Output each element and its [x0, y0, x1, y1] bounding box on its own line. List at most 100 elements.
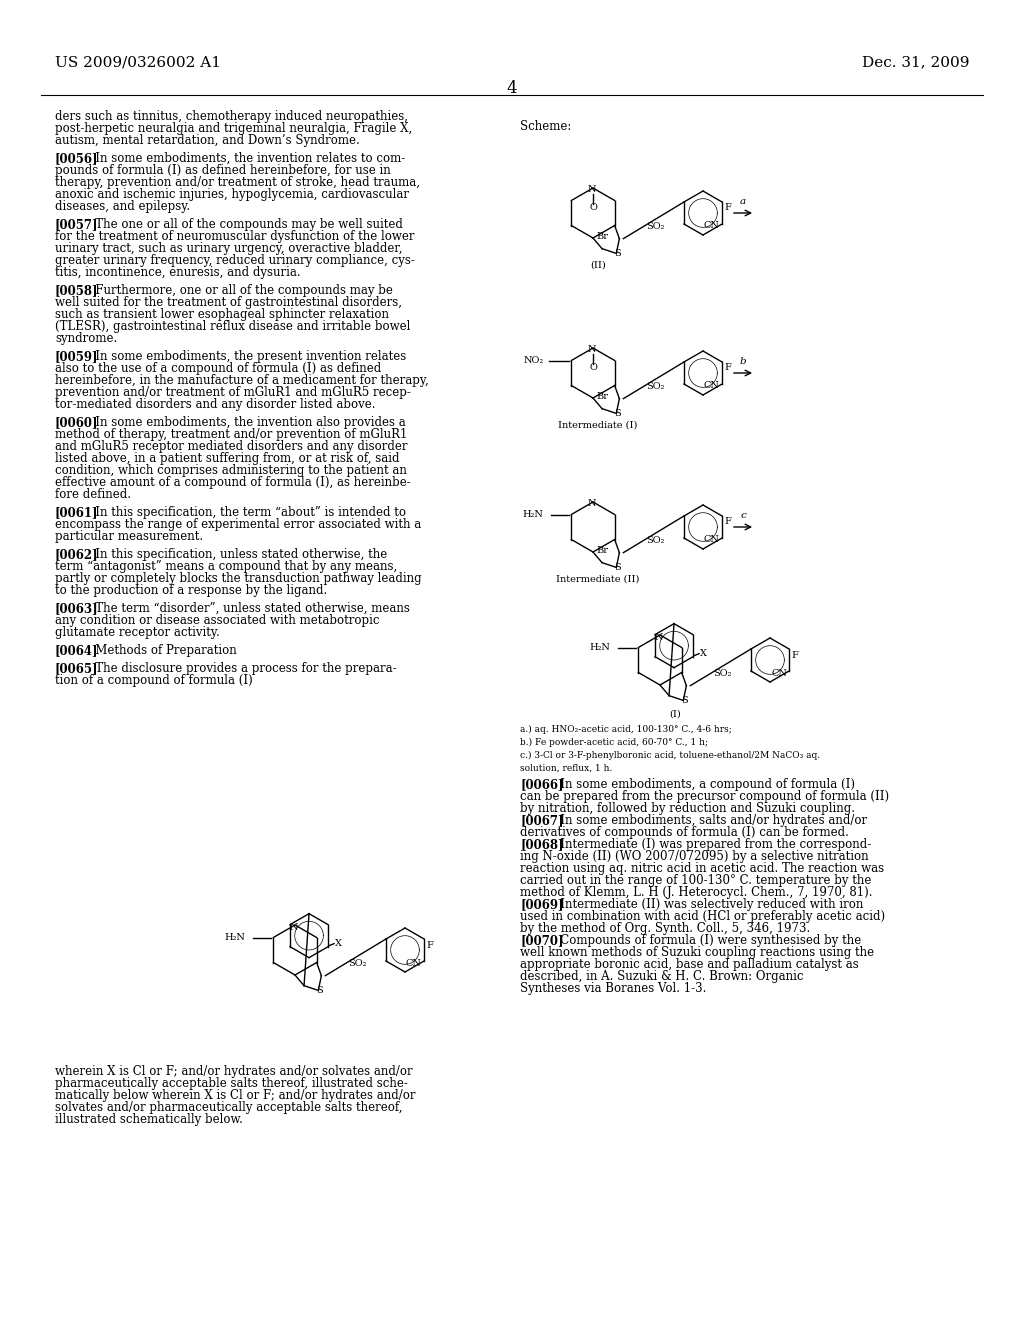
- Text: In this specification, unless stated otherwise, the: In this specification, unless stated oth…: [84, 548, 387, 561]
- Text: glutamate receptor activity.: glutamate receptor activity.: [55, 626, 220, 639]
- Text: pharmaceutically acceptable salts thereof, illustrated sche-: pharmaceutically acceptable salts thereo…: [55, 1077, 408, 1090]
- Text: well known methods of Suzuki coupling reactions using the: well known methods of Suzuki coupling re…: [520, 946, 874, 960]
- Text: method of therapy, treatment and/or prevention of mGluR1: method of therapy, treatment and/or prev…: [55, 428, 408, 441]
- Text: US 2009/0326002 A1: US 2009/0326002 A1: [55, 55, 221, 69]
- Text: X: X: [700, 649, 708, 659]
- Text: S: S: [316, 986, 323, 995]
- Text: solvates and/or pharmaceutically acceptable salts thereof,: solvates and/or pharmaceutically accepta…: [55, 1101, 402, 1114]
- Text: greater urinary frequency, reduced urinary compliance, cys-: greater urinary frequency, reduced urina…: [55, 253, 415, 267]
- Text: therapy, prevention and/or treatment of stroke, head trauma,: therapy, prevention and/or treatment of …: [55, 176, 420, 189]
- Text: The term “disorder”, unless stated otherwise, means: The term “disorder”, unless stated other…: [84, 602, 410, 615]
- Text: illustrated schematically below.: illustrated schematically below.: [55, 1113, 243, 1126]
- Text: anoxic and ischemic injuries, hypoglycemia, cardiovascular: anoxic and ischemic injuries, hypoglycem…: [55, 187, 409, 201]
- Text: described, in A. Suzuki & H. C. Brown: Organic: described, in A. Suzuki & H. C. Brown: O…: [520, 970, 804, 983]
- Text: F: F: [426, 940, 433, 949]
- Text: Scheme:: Scheme:: [520, 120, 571, 133]
- Text: [0069]: [0069]: [520, 898, 563, 911]
- Text: N: N: [588, 186, 596, 194]
- Text: carried out in the range of 100-130° C. temperature by the: carried out in the range of 100-130° C. …: [520, 874, 871, 887]
- Text: O: O: [589, 203, 597, 213]
- Text: [0058]: [0058]: [55, 284, 98, 297]
- Text: syndrome.: syndrome.: [55, 333, 118, 345]
- Text: S: S: [614, 562, 621, 572]
- Text: well suited for the treatment of gastrointestinal disorders,: well suited for the treatment of gastroi…: [55, 296, 402, 309]
- Text: urinary tract, such as urinary urgency, overactive bladder,: urinary tract, such as urinary urgency, …: [55, 242, 402, 255]
- Text: can be prepared from the precursor compound of formula (II): can be prepared from the precursor compo…: [520, 789, 889, 803]
- Text: 4: 4: [507, 81, 517, 96]
- Text: term “antagonist” means a compound that by any means,: term “antagonist” means a compound that …: [55, 560, 397, 573]
- Text: [0068]: [0068]: [520, 838, 563, 851]
- Text: titis, incontinence, enuresis, and dysuria.: titis, incontinence, enuresis, and dysur…: [55, 267, 301, 279]
- Text: ing N-oxide (II) (WO 2007/072095) by a selective nitration: ing N-oxide (II) (WO 2007/072095) by a s…: [520, 850, 868, 863]
- Text: diseases, and epilepsy.: diseases, and epilepsy.: [55, 201, 190, 213]
- Text: H₂N: H₂N: [224, 933, 246, 942]
- Text: [0065]: [0065]: [55, 663, 98, 675]
- Text: In some embodiments, the invention relates to com-: In some embodiments, the invention relat…: [84, 152, 406, 165]
- Text: S: S: [614, 409, 621, 418]
- Text: [0070]: [0070]: [520, 935, 563, 946]
- Text: (II): (II): [590, 261, 606, 271]
- Text: N: N: [290, 923, 298, 932]
- Text: Compounds of formula (I) were synthesised by the: Compounds of formula (I) were synthesise…: [549, 935, 861, 946]
- Text: [0060]: [0060]: [55, 416, 98, 429]
- Text: [0056]: [0056]: [55, 152, 98, 165]
- Text: used in combination with acid (HCl or preferably acetic acid): used in combination with acid (HCl or pr…: [520, 909, 885, 923]
- Text: N: N: [654, 632, 664, 642]
- Text: Furthermore, one or all of the compounds may be: Furthermore, one or all of the compounds…: [84, 284, 392, 297]
- Text: pounds of formula (I) as defined hereinbefore, for use in: pounds of formula (I) as defined hereinb…: [55, 164, 391, 177]
- Text: CN: CN: [705, 381, 720, 391]
- Text: [0067]: [0067]: [520, 814, 563, 828]
- Text: also to the use of a compound of formula (I) as defined: also to the use of a compound of formula…: [55, 362, 381, 375]
- Text: reaction using aq. nitric acid in acetic acid. The reaction was: reaction using aq. nitric acid in acetic…: [520, 862, 884, 875]
- Text: In this specification, the term “about” is intended to: In this specification, the term “about” …: [84, 506, 406, 519]
- Text: hereinbefore, in the manufacture of a medicament for therapy,: hereinbefore, in the manufacture of a me…: [55, 374, 429, 387]
- Text: by the method of Org. Synth. Coll., 5, 346, 1973.: by the method of Org. Synth. Coll., 5, 3…: [520, 921, 810, 935]
- Text: Br: Br: [596, 546, 608, 556]
- Text: [0066]: [0066]: [520, 777, 563, 791]
- Text: The disclosure provides a process for the prepara-: The disclosure provides a process for th…: [84, 663, 396, 675]
- Text: Br: Br: [596, 232, 608, 242]
- Text: F: F: [724, 203, 731, 213]
- Text: N: N: [588, 499, 596, 508]
- Text: In some embodiments, the present invention relates: In some embodiments, the present inventi…: [84, 350, 407, 363]
- Text: In some embodiments, salts and/or hydrates and/or: In some embodiments, salts and/or hydrat…: [549, 814, 867, 828]
- Text: F: F: [724, 517, 731, 527]
- Text: any condition or disease associated with metabotropic: any condition or disease associated with…: [55, 614, 380, 627]
- Text: (TLESR), gastrointestinal reflux disease and irritable bowel: (TLESR), gastrointestinal reflux disease…: [55, 319, 411, 333]
- Text: [0061]: [0061]: [55, 506, 98, 519]
- Text: CN: CN: [771, 668, 786, 677]
- Text: In some embodiments, a compound of formula (I): In some embodiments, a compound of formu…: [549, 777, 855, 791]
- Text: CN: CN: [705, 222, 720, 231]
- Text: particular measurement.: particular measurement.: [55, 531, 203, 543]
- Text: wherein X is Cl or F; and/or hydrates and/or solvates and/or: wherein X is Cl or F; and/or hydrates an…: [55, 1065, 413, 1078]
- Text: Intermediate (I) was prepared from the correspond-: Intermediate (I) was prepared from the c…: [549, 838, 871, 851]
- Text: condition, which comprises administering to the patient an: condition, which comprises administering…: [55, 465, 407, 477]
- Text: Intermediate (I): Intermediate (I): [558, 421, 638, 430]
- Text: (I): (I): [669, 710, 681, 719]
- Text: such as transient lower esophageal sphincter relaxation: such as transient lower esophageal sphin…: [55, 308, 389, 321]
- Text: tion of a compound of formula (I): tion of a compound of formula (I): [55, 675, 253, 686]
- Text: a: a: [740, 197, 746, 206]
- Text: F: F: [792, 651, 798, 660]
- Text: effective amount of a compound of formula (I), as hereinbe-: effective amount of a compound of formul…: [55, 477, 411, 488]
- Text: [0057]: [0057]: [55, 218, 98, 231]
- Text: Intermediate (II) was selectively reduced with iron: Intermediate (II) was selectively reduce…: [549, 898, 863, 911]
- Text: c: c: [740, 511, 745, 520]
- Text: a.) aq. HNO₂-acetic acid, 100-130° C., 4-6 hrs;: a.) aq. HNO₂-acetic acid, 100-130° C., 4…: [520, 725, 732, 734]
- Text: encompass the range of experimental error associated with a: encompass the range of experimental erro…: [55, 517, 421, 531]
- Text: The one or all of the compounds may be well suited: The one or all of the compounds may be w…: [84, 218, 402, 231]
- Text: b.) Fe powder-acetic acid, 60-70° C., 1 h;: b.) Fe powder-acetic acid, 60-70° C., 1 …: [520, 738, 708, 747]
- Text: method of Klemm, L. H (J. Heterocycl. Chem., 7, 1970, 81).: method of Klemm, L. H (J. Heterocycl. Ch…: [520, 886, 872, 899]
- Text: SO₂: SO₂: [348, 958, 367, 968]
- Text: SO₂: SO₂: [646, 536, 665, 545]
- Text: Syntheses via Boranes Vol. 1-3.: Syntheses via Boranes Vol. 1-3.: [520, 982, 707, 995]
- Text: derivatives of compounds of formula (I) can be formed.: derivatives of compounds of formula (I) …: [520, 826, 849, 840]
- Text: CN: CN: [406, 958, 422, 968]
- Text: O: O: [589, 363, 597, 372]
- Text: and mGluR5 receptor mediated disorders and any disorder: and mGluR5 receptor mediated disorders a…: [55, 440, 408, 453]
- Text: prevention and/or treatment of mGluR1 and mGluR5 recep-: prevention and/or treatment of mGluR1 an…: [55, 385, 411, 399]
- Text: post-herpetic neuralgia and trigeminal neuralgia, Fragile X,: post-herpetic neuralgia and trigeminal n…: [55, 121, 413, 135]
- Text: autism, mental retardation, and Down’s Syndrome.: autism, mental retardation, and Down’s S…: [55, 135, 359, 147]
- Text: tor-mediated disorders and any disorder listed above.: tor-mediated disorders and any disorder …: [55, 399, 376, 411]
- Text: SO₂: SO₂: [714, 669, 732, 677]
